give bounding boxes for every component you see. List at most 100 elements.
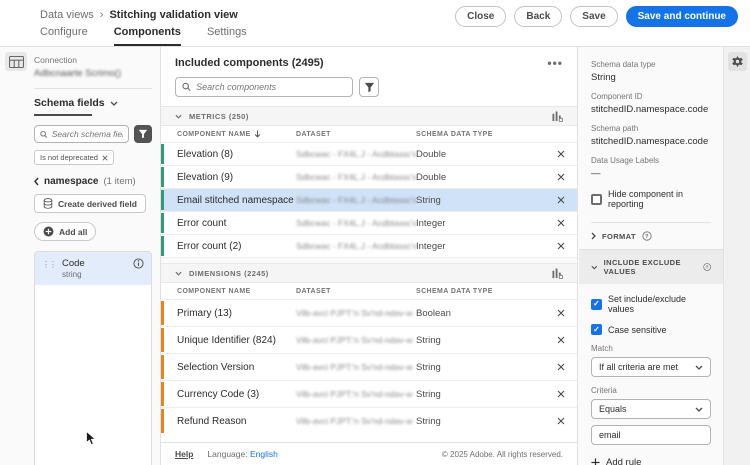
save-button[interactable]: Save	[570, 6, 618, 27]
search-icon	[40, 130, 48, 138]
breadcrumb-parent[interactable]: Data views	[40, 9, 94, 21]
sort-descending-icon[interactable]	[254, 130, 261, 138]
checkbox-checked-icon[interactable]: ✓	[591, 298, 602, 310]
set-include-exclude-checkbox[interactable]: ✓ Set include/exclude values	[591, 294, 711, 314]
table-row[interactable]: Email stitched namespace Sdbcwac - FX4L.…	[161, 188, 577, 211]
table-row[interactable]: Elevation (9) Sdbcwac - FX4L.J - Acdbtas…	[161, 165, 577, 188]
component-schema-type: String	[416, 415, 441, 427]
remove-component-button[interactable]	[543, 150, 565, 158]
remove-component-button[interactable]	[543, 336, 565, 344]
table-row[interactable]: Error count Sdbcwac - FX4L.J - Acdbtassc…	[161, 211, 577, 234]
breadcrumb-separator: ›	[99, 9, 104, 21]
format-section-label: FORMAT	[602, 231, 636, 241]
language-label: Language:	[207, 449, 248, 459]
table-row[interactable]: Unique Identifier (824) Vilb-avci PJPT:'…	[161, 326, 577, 353]
include-exclude-section-header[interactable]: INCLUDE EXCLUDE VALUES ?	[579, 249, 723, 284]
criteria-value-input[interactable]	[591, 425, 711, 445]
components-search-input[interactable]	[196, 82, 346, 92]
table-row[interactable]: Selection Version Vilb-avci PJPT:'n Sv'n…	[161, 353, 577, 380]
component-properties-panel: Schema data type String Component ID sti…	[579, 47, 723, 465]
remove-component-button[interactable]	[543, 390, 565, 398]
help-icon[interactable]: ?	[642, 231, 652, 241]
back-button[interactable]: Back	[514, 6, 563, 27]
language-link[interactable]: English	[249, 449, 278, 459]
close-icon	[557, 336, 565, 344]
filter-tag-not-deprecated[interactable]: Is not deprecated	[34, 150, 114, 165]
save-and-continue-button[interactable]: Save and continue	[625, 6, 738, 27]
metrics-table-body: Elevation (8) Sdbcwac - FX4L.J - Acdbtas…	[161, 142, 577, 257]
remove-component-button[interactable]	[543, 309, 565, 317]
component-name: Selection Version	[177, 361, 255, 373]
component-accent-bar	[161, 301, 164, 325]
tab-components[interactable]: Components	[113, 26, 181, 46]
table-row[interactable]: Error count (2) Sdbcwac - FX4L.J - Acdbt…	[161, 234, 577, 257]
close-icon	[557, 150, 565, 158]
checkbox-unchecked-icon[interactable]	[591, 193, 602, 205]
schema-data-type-label: Schema data type	[591, 60, 656, 69]
column-dataset: DATASET	[296, 130, 331, 138]
schema-data-type-value: String	[591, 72, 616, 83]
component-dataset: Sdbcwac - FX4L.J - Acdbtassc'e - …	[296, 172, 416, 182]
schema-search-field[interactable]	[34, 125, 129, 143]
schema-search-input[interactable]	[51, 129, 123, 139]
chevron-down-icon[interactable]	[175, 114, 182, 119]
table-row[interactable]: Elevation (8) Sdbcwac - FX4L.J - Acdbtas…	[161, 142, 577, 165]
section-settings-icon[interactable]	[552, 267, 563, 279]
chevron-down-icon[interactable]	[175, 271, 182, 276]
help-link[interactable]: Help	[175, 449, 194, 459]
tab-settings[interactable]: Settings	[206, 26, 247, 38]
column-dataset: DATASET	[296, 287, 331, 295]
component-schema-type: Integer	[416, 217, 446, 229]
format-section-header[interactable]: FORMAT ?	[591, 222, 711, 249]
remove-component-button[interactable]	[543, 173, 565, 181]
table-row[interactable]: Currency Code (3) Vilb-avci PJPT:'n Sv'n…	[161, 380, 577, 407]
more-actions-button[interactable]: •••	[547, 56, 563, 70]
section-settings-icon[interactable]	[552, 110, 563, 122]
add-all-button[interactable]: Add all	[34, 222, 97, 241]
data-table-panel-button[interactable]	[5, 52, 27, 71]
component-accent-bar	[161, 236, 164, 256]
component-schema-type: Integer	[416, 240, 446, 252]
svg-text:?: ?	[645, 234, 649, 240]
schema-filter-button[interactable]	[134, 125, 152, 143]
remove-component-button[interactable]	[543, 196, 565, 204]
table-row[interactable]: Refund Reason Vilb-avci PJPT:'n Sv'nd-nd…	[161, 407, 577, 434]
close-button[interactable]: Close	[455, 6, 507, 27]
remove-component-button[interactable]	[543, 242, 565, 250]
help-icon[interactable]: ?	[703, 262, 711, 272]
hide-component-checkbox[interactable]: Hide component in reporting	[591, 189, 711, 209]
namespace-breadcrumb[interactable]: namespace (1 item)	[34, 176, 152, 187]
chevron-down-icon	[695, 365, 703, 370]
add-all-label: Add all	[59, 226, 88, 237]
component-name: Elevation (9)	[177, 171, 234, 183]
close-icon[interactable]	[102, 154, 108, 161]
connection-label: Connection	[34, 55, 78, 65]
add-rule-button[interactable]: Add rule	[591, 457, 641, 465]
top-bar: Data views › Stitching validation view C…	[0, 0, 750, 47]
close-icon	[557, 219, 565, 227]
table-row[interactable]: Primary (13) Vilb-avci PJPT:'n Sv'nd-nda…	[161, 299, 577, 326]
remove-component-button[interactable]	[543, 417, 565, 425]
filter-icon	[138, 129, 148, 139]
case-sensitive-checkbox[interactable]: ✓ Case sensitive	[591, 324, 711, 335]
components-search-field[interactable]	[175, 77, 353, 97]
info-icon[interactable]	[133, 258, 144, 269]
chevron-right-icon	[591, 232, 596, 240]
schema-fields-header[interactable]: Schema fields	[34, 97, 152, 109]
criteria-operator-select[interactable]: Equals	[591, 399, 711, 419]
settings-button[interactable]	[727, 52, 747, 71]
drag-handle-icon[interactable]: ⋮⋮	[42, 260, 57, 269]
remove-component-button[interactable]	[543, 363, 565, 371]
remove-component-button[interactable]	[543, 219, 565, 227]
component-dataset: Sdbcwac - FX4L.J - Acdbtassc'e - …	[296, 149, 416, 159]
dimensions-section-header[interactable]: DIMENSIONS (2245)	[161, 263, 577, 283]
schema-field-item-code[interactable]: ⋮⋮ Code string	[35, 252, 151, 285]
tab-configure[interactable]: Configure	[40, 26, 88, 38]
match-select[interactable]: If all criteria are met	[591, 357, 711, 377]
metrics-section-header[interactable]: METRICS (250)	[161, 106, 577, 126]
checkbox-checked-icon[interactable]: ✓	[591, 324, 602, 335]
component-accent-bar	[161, 213, 164, 233]
components-filter-button[interactable]	[359, 77, 379, 97]
create-derived-field-button[interactable]: Create derived field	[34, 194, 146, 213]
